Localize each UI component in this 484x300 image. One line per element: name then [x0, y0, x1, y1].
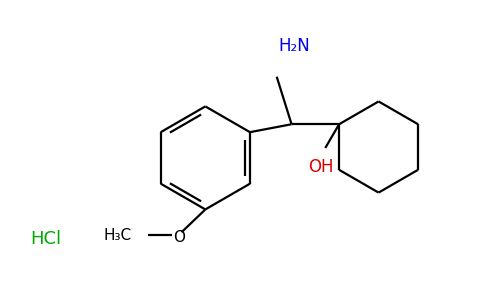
Text: HCl: HCl [30, 230, 61, 248]
Text: H₃C: H₃C [104, 228, 132, 243]
Text: OH: OH [308, 158, 334, 176]
Text: H₂N: H₂N [279, 37, 310, 55]
Text: O: O [174, 230, 185, 245]
